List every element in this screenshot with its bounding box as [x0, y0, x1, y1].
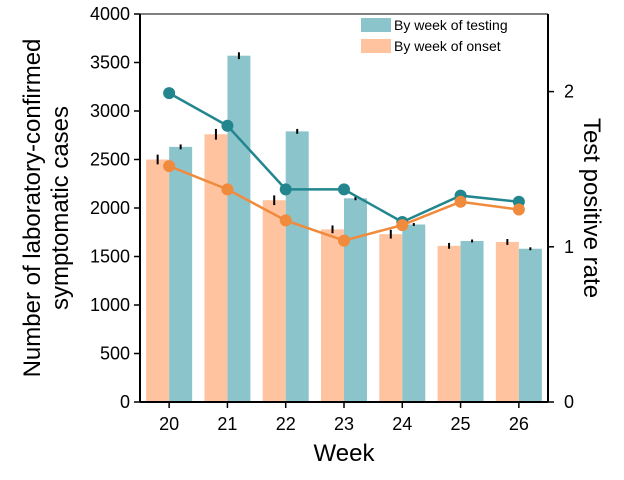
point-onset — [279, 214, 292, 227]
y-tick-label-left: 1500 — [90, 247, 130, 267]
bar-testing — [460, 240, 484, 402]
point-testing — [338, 183, 350, 196]
point-onset — [454, 195, 467, 208]
y-tick-label-left: 0 — [120, 392, 130, 412]
x-tick-label: 21 — [217, 414, 237, 434]
y-tick-label-left: 500 — [100, 344, 130, 364]
y-axis-label-left-line2: symptomatic cases — [47, 106, 74, 310]
x-tick-label: 23 — [334, 414, 354, 434]
point-testing — [221, 119, 234, 132]
bar-testing — [169, 146, 193, 402]
point-onset — [512, 203, 525, 216]
point-testing — [279, 183, 292, 196]
y-tick-label-left: 4000 — [90, 4, 130, 24]
x-tick-label: 20 — [159, 414, 179, 434]
legend-swatch-testing — [361, 18, 391, 32]
bar-onset — [146, 159, 170, 402]
lines-layer — [163, 87, 525, 247]
point-onset — [163, 160, 176, 173]
bar-onset — [495, 241, 519, 402]
point-onset — [338, 234, 350, 247]
x-tick-label: 24 — [392, 414, 412, 434]
legend: By week of testing By week of onset — [361, 17, 508, 54]
bar-testing — [344, 198, 367, 402]
y-axis-label-left-line1: Number of laboratory-confirmed — [19, 39, 46, 378]
y-axis-label-right: Test positive rate — [578, 118, 605, 298]
bar-onset — [321, 229, 344, 402]
point-onset — [396, 219, 409, 232]
y-tick-label-right: 0 — [564, 392, 574, 412]
legend-label-testing: By week of testing — [394, 17, 508, 33]
legend-swatch-onset — [361, 39, 391, 53]
x-axis-label: Week — [314, 440, 376, 467]
x-tick-label: 26 — [509, 414, 529, 434]
point-onset — [221, 183, 234, 196]
y-tick-label-right: 1 — [564, 237, 574, 257]
bar-testing — [402, 224, 426, 402]
y-tick-label-left: 1000 — [90, 295, 130, 315]
bar-testing — [227, 55, 251, 403]
y-tick-label-left: 2500 — [90, 150, 130, 170]
bar-onset — [262, 200, 286, 402]
bar-onset — [437, 245, 461, 402]
bar-onset — [204, 134, 228, 402]
x-tick-label: 25 — [451, 414, 471, 434]
axes-ticks-layer: 0 500 1000 1500 2000 2500 3000 3500 4000 0 1 2 20 21 2… — [90, 4, 574, 434]
y-tick-label-left: 3500 — [90, 53, 130, 73]
bar-testing — [285, 131, 309, 402]
y-tick-label-left: 2000 — [90, 198, 130, 218]
point-testing — [163, 87, 176, 100]
bars-layer — [146, 55, 542, 403]
bar-testing — [518, 248, 542, 402]
x-tick-label: 22 — [276, 414, 296, 434]
legend-label-onset: By week of onset — [394, 38, 501, 54]
y-tick-label-left: 3000 — [90, 101, 130, 121]
y-tick-label-right: 2 — [564, 82, 574, 102]
bar-onset — [379, 234, 403, 402]
